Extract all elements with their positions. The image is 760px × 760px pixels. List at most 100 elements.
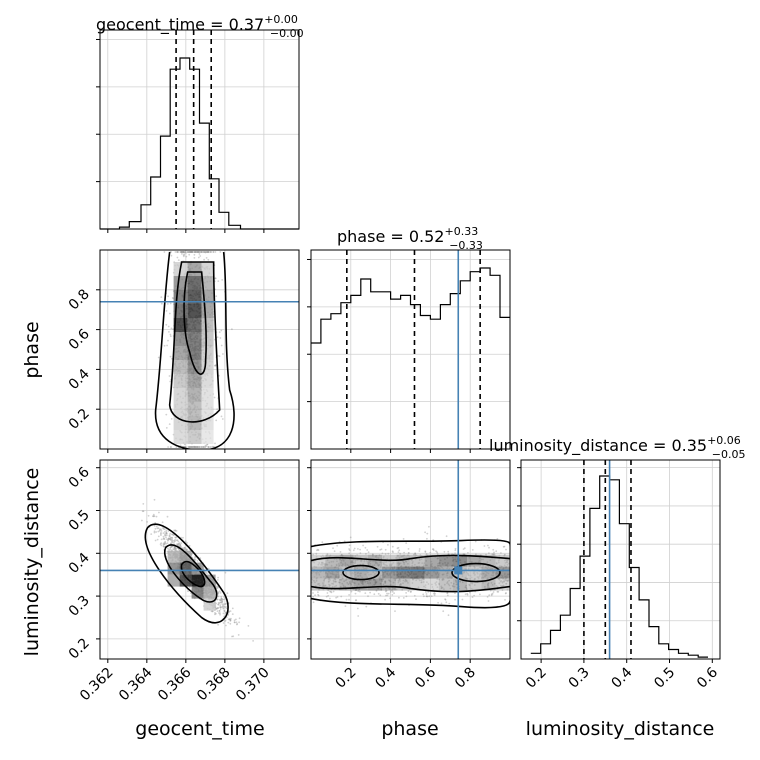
density-cell — [424, 566, 439, 579]
scatter-point — [194, 251, 197, 253]
hist-luminosity-distance — [530, 460, 708, 659]
scatter-point — [408, 552, 410, 554]
scatter-point — [387, 544, 389, 546]
contours — [311, 539, 510, 609]
scatter-point — [219, 606, 221, 608]
scatter-point — [154, 527, 157, 530]
scatter-point — [504, 599, 506, 601]
scatter-point — [399, 552, 401, 555]
scatter-point — [183, 548, 186, 551]
xlabel-luminosity-distance: luminosity_distance — [526, 718, 715, 740]
scatter-point — [219, 592, 222, 594]
scatter-point — [169, 539, 172, 541]
scatter-point — [227, 614, 230, 616]
density-cell — [353, 578, 368, 591]
scatter-point — [479, 593, 481, 596]
scatter-point — [179, 251, 182, 253]
scatter-point — [377, 592, 380, 595]
scatter-point — [219, 337, 222, 339]
scatter-point — [175, 530, 178, 532]
scatter-point — [348, 594, 350, 596]
scatter-point — [170, 418, 173, 420]
density-cell — [438, 554, 453, 567]
scatter-point — [448, 602, 451, 605]
scatter-point — [197, 251, 200, 253]
scatter-point — [231, 607, 234, 610]
scatter-point — [491, 553, 494, 555]
scatter-point — [193, 445, 196, 448]
scatter-point — [188, 446, 191, 448]
scatter-point — [160, 542, 163, 545]
scatter-point — [165, 532, 168, 535]
scatter-point — [163, 528, 166, 531]
scatter-point — [209, 446, 212, 448]
scatter-point — [446, 592, 449, 594]
scatter-point — [184, 446, 187, 448]
scatter-point — [217, 606, 219, 609]
density-cell — [201, 332, 214, 346]
scatter-point — [462, 553, 465, 555]
scatter-point — [209, 251, 211, 253]
scatter-point — [188, 253, 191, 256]
panel-frame — [520, 459, 721, 660]
scatter-point — [222, 604, 224, 607]
scatter-point — [173, 548, 176, 550]
scatter-point — [205, 251, 208, 253]
scatter-point — [317, 549, 320, 552]
scatter-point — [224, 571, 227, 574]
scatter-point — [197, 256, 200, 259]
scatter-point — [217, 591, 219, 593]
scatter-point — [215, 612, 217, 615]
scatter-point — [176, 251, 179, 253]
scatter-point — [207, 446, 210, 448]
scatter-point — [219, 613, 221, 616]
density-cell — [187, 388, 202, 402]
scatter-point — [193, 446, 196, 448]
density-cell — [201, 374, 214, 388]
scatter-point — [220, 601, 222, 604]
scatter-point — [160, 302, 163, 305]
contour-outer — [144, 523, 229, 624]
scatter-point — [316, 548, 319, 551]
scatter-point — [162, 527, 165, 530]
scatter-point — [180, 251, 183, 253]
scatter-point — [182, 251, 184, 253]
scatter-point — [197, 251, 200, 253]
scatter-point — [414, 552, 416, 555]
scatter-point — [193, 257, 196, 259]
scatter-point — [195, 251, 198, 253]
scatter-point — [422, 593, 425, 596]
scatter-point — [454, 598, 456, 601]
scatter-point — [194, 251, 196, 253]
scatter-point — [231, 328, 233, 331]
scatter-point — [154, 522, 157, 524]
xlabel-phase: phase — [381, 718, 438, 740]
scatter-point — [396, 547, 399, 550]
density-cell — [410, 578, 425, 591]
scatter-point — [201, 251, 204, 253]
density-cell — [173, 360, 188, 374]
scatter-point — [229, 622, 232, 625]
scatter-point — [312, 601, 315, 604]
scatter-point — [183, 251, 186, 254]
scatter-point — [190, 251, 193, 253]
scatter-point — [493, 551, 495, 554]
contour-mid-top — [311, 554, 510, 562]
scatter-point — [492, 548, 495, 551]
scatter-point — [182, 251, 185, 253]
scatter-point — [405, 595, 408, 598]
scatter-point — [189, 446, 192, 448]
density-cell — [191, 574, 204, 587]
scatter-point — [486, 596, 489, 598]
scatter-point — [176, 251, 179, 253]
scatter-point — [436, 551, 438, 554]
scatter-point — [216, 336, 219, 338]
density-cell — [167, 550, 180, 563]
scatter-point — [173, 548, 176, 550]
scatter-point — [443, 550, 446, 553]
scatter-point — [162, 545, 165, 548]
scatter-point — [389, 591, 392, 593]
density-cell — [203, 586, 216, 599]
scatter-point — [183, 547, 186, 549]
scatter-point — [317, 594, 320, 597]
